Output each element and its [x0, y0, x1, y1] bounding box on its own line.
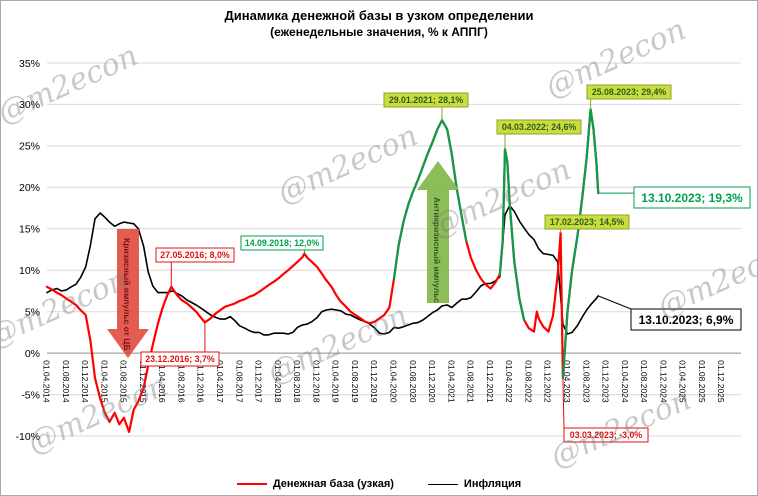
y-axis-tick-label: 30%: [19, 99, 40, 111]
x-axis-tick-label: 01.04.2019: [331, 360, 341, 403]
x-axis-tick-label: 01.12.2015: [138, 360, 148, 403]
y-axis-tick-label: -5%: [21, 389, 40, 401]
annotation-box: [586, 84, 672, 100]
x-axis-tick-label: 01.08.2022: [523, 360, 533, 403]
annotation-box: [496, 119, 582, 135]
legend-label-inflation: Инфляция: [463, 478, 522, 490]
annotation-label: 27.05.2016; 8,0%: [160, 250, 230, 260]
annotation-box: [155, 247, 235, 263]
x-axis-tick-label: 01.04.2015: [99, 360, 109, 403]
annotation-box: [140, 351, 220, 367]
x-axis-tick-label: 01.08.2016: [176, 360, 186, 403]
x-axis-tick-label: 01.12.2021: [485, 360, 495, 403]
y-axis-tick-label: 35%: [19, 58, 40, 70]
annotation-label: 13.10.2023; 6,9%: [639, 313, 734, 327]
y-axis-tick-label: -10%: [15, 431, 40, 443]
x-axis-tick-label: 01.12.2024: [658, 360, 668, 403]
x-axis-tick-label: 01.04.2025: [678, 360, 688, 403]
annotation-label: 14.09.2018; 12,0%: [245, 238, 320, 248]
annotation-label: 13.10.2023; 19,3%: [641, 191, 743, 205]
x-axis-tick-label: 01.04.2022: [504, 360, 514, 403]
annotation-leader-line: [562, 377, 565, 429]
x-axis-tick-label: 01.12.2023: [601, 360, 611, 403]
crisis-impulse-arrow-label: Кризисный импульс от ЦБ: [122, 238, 132, 351]
black-line-sample-icon: [427, 483, 458, 485]
annotation-box: [563, 427, 649, 443]
annotation-box: [383, 92, 469, 108]
chart-title: Динамика денежной базы в узком определен…: [224, 8, 534, 23]
x-axis-tick-label: 01.12.2017: [254, 360, 264, 403]
x-axis-tick-label: 01.04.2016: [157, 360, 167, 403]
x-axis-tick-label: 01.12.2019: [369, 360, 379, 403]
money-base-line-green-segment: [392, 119, 468, 280]
y-axis-tick-label: 5%: [25, 307, 40, 319]
y-axis-tick-label: 20%: [19, 182, 40, 194]
x-axis-tick-label: 01.04.2024: [620, 360, 630, 403]
x-axis-tick-label: 01.08.2024: [639, 360, 649, 403]
x-axis-tick-label: 01.08.2023: [581, 360, 591, 403]
annotation-box: [633, 186, 751, 209]
x-axis-tick-label: 01.08.2017: [234, 360, 244, 403]
chart-subtitle: (еженедельные значения, % к АППГ): [270, 25, 488, 39]
legend-item-money-base: Денежная база (узкая): [236, 478, 394, 490]
x-axis-tick-label: 01.12.2018: [311, 360, 321, 403]
annotation-box: [240, 235, 324, 251]
x-axis-tick-label: 01.04.2014: [42, 360, 52, 403]
x-axis-tick-label: 01.04.2017: [215, 360, 225, 403]
x-axis-tick-label: 01.08.2021: [466, 360, 476, 403]
x-axis-tick-label: 01.12.2020: [427, 360, 437, 403]
annotation-box: [544, 214, 630, 230]
y-axis-tick-label: 10%: [19, 265, 40, 277]
x-axis-tick-label: 01.08.2014: [61, 360, 71, 403]
legend-item-inflation: Инфляция: [427, 478, 522, 490]
x-axis-tick-label: 01.08.2025: [697, 360, 707, 403]
x-axis-tick-label: 01.12.2014: [80, 360, 90, 403]
y-axis-tick-label: 25%: [19, 141, 40, 153]
annotation-label: 03.03.2023; -3,0%: [570, 430, 643, 440]
x-axis-tick-label: 01.12.2022: [543, 360, 553, 403]
x-axis-tick-label: 01.08.2019: [350, 360, 360, 403]
anticrisis-impulse-arrow: [417, 161, 459, 303]
annotation-label: 04.03.2022; 24,6%: [502, 122, 577, 132]
y-axis-tick-label: 15%: [19, 224, 40, 236]
x-axis-tick-label: 01.04.2018: [273, 360, 283, 403]
money-base-line-green-segment: [498, 148, 526, 322]
y-axis-tick-label: 0%: [25, 348, 40, 360]
x-axis-tick-label: 01.04.2021: [446, 360, 456, 403]
annotation-label: 23.12.2016; 3,7%: [145, 354, 215, 364]
anticrisis-impulse-arrow-label: Антикризисный импульс: [432, 197, 442, 303]
legend-label-money-base: Денежная база (узкая): [272, 478, 394, 490]
chart-legend: Денежная база (узкая) Инфляция: [1, 478, 757, 490]
money-base-line-green-segment: [561, 108, 600, 380]
x-axis-tick-label: 01.08.2015: [119, 360, 129, 403]
x-axis-tick-label: 01.04.2023: [562, 360, 572, 403]
x-axis-tick-label: 01.12.2016: [196, 360, 206, 403]
x-axis-tick-label: 01.04.2020: [389, 360, 399, 403]
x-axis-tick-label: 01.08.2018: [292, 360, 302, 403]
crisis-impulse-arrow: [107, 229, 149, 358]
annotation-label: 17.02.2023; 14,5%: [550, 217, 625, 227]
annotation-label: 25.08.2023; 29,4%: [592, 87, 667, 97]
annotation-leader-line: [598, 295, 632, 310]
red-line-sample-icon: [236, 483, 267, 485]
x-axis-tick-label: 01.08.2020: [408, 360, 418, 403]
annotation-label: 29.01.2021; 28,1%: [389, 95, 464, 105]
annotation-box: [630, 308, 742, 331]
x-axis-tick-label: 01.12.2025: [716, 360, 726, 403]
